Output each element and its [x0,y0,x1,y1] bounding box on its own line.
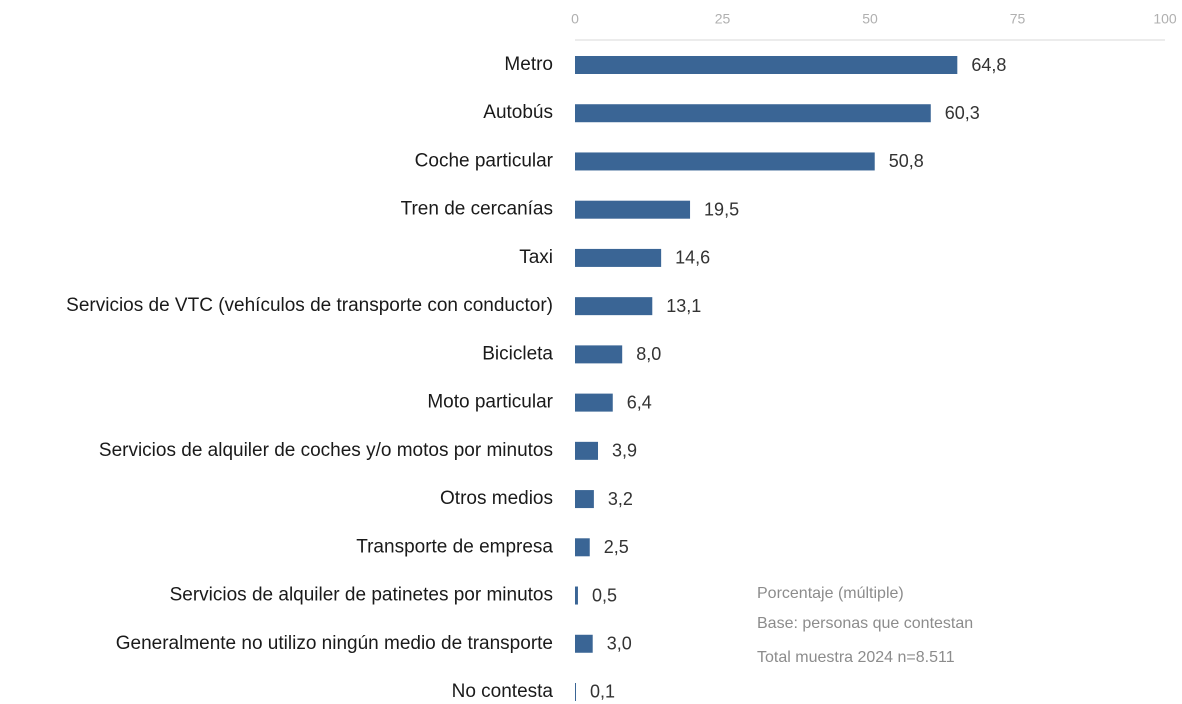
bar [575,248,662,267]
value-label: 2,5 [604,537,629,557]
value-label: 60,3 [945,103,980,123]
bar [575,682,576,701]
category-label: Otros medios [440,488,553,509]
category-label: Transporte de empresa [356,536,553,557]
category-label: Bicicleta [482,343,553,364]
bar [575,538,590,557]
category-label: Servicios de VTC (vehículos de transport… [66,295,553,316]
value-label: 50,8 [889,151,924,171]
bar [575,393,613,412]
value-label: 14,6 [675,248,710,268]
value-label: 0,5 [592,585,617,605]
value-label: 19,5 [704,199,739,219]
x-tick-label: 0 [571,11,579,27]
bar [575,56,958,74]
value-label: 3,0 [607,634,632,654]
x-tick-label: 100 [1153,11,1177,27]
category-label: Tren de cercanías [401,199,553,220]
bar [575,200,691,219]
value-label: 3,9 [612,441,637,461]
bar [575,297,653,316]
x-tick-label: 25 [715,11,731,27]
category-label: Metro [504,54,553,75]
value-label: 0,1 [590,682,615,702]
annotation: Total muestra 2024 n=8.511 [757,649,955,666]
x-tick-label: 75 [1010,11,1026,27]
bar [575,104,931,123]
category-label: Generalmente no utilizo ningún medio de … [116,633,553,654]
bar [575,345,623,364]
value-label: 8,0 [636,344,661,364]
annotation: Porcentaje (múltiple) [757,585,904,602]
bar [575,586,578,605]
bar [575,634,593,653]
bar [575,441,599,460]
category-label: Moto particular [427,392,553,413]
category-label: Taxi [519,247,553,268]
x-tick-label: 50 [862,11,878,27]
category-label: Coche particular [415,150,554,171]
category-label: Autobús [483,102,553,123]
category-label: No contesta [452,681,554,702]
category-label: Servicios de alquiler de coches y/o moto… [99,440,553,461]
value-label: 13,1 [666,296,701,316]
value-label: 3,2 [608,489,633,509]
bar [575,152,875,171]
value-label: 6,4 [627,392,652,412]
annotation: Base: personas que contestan [757,615,973,632]
category-label: Servicios de alquiler de patinetes por m… [170,585,553,606]
bar [575,490,594,509]
value-label: 64,8 [971,55,1006,75]
